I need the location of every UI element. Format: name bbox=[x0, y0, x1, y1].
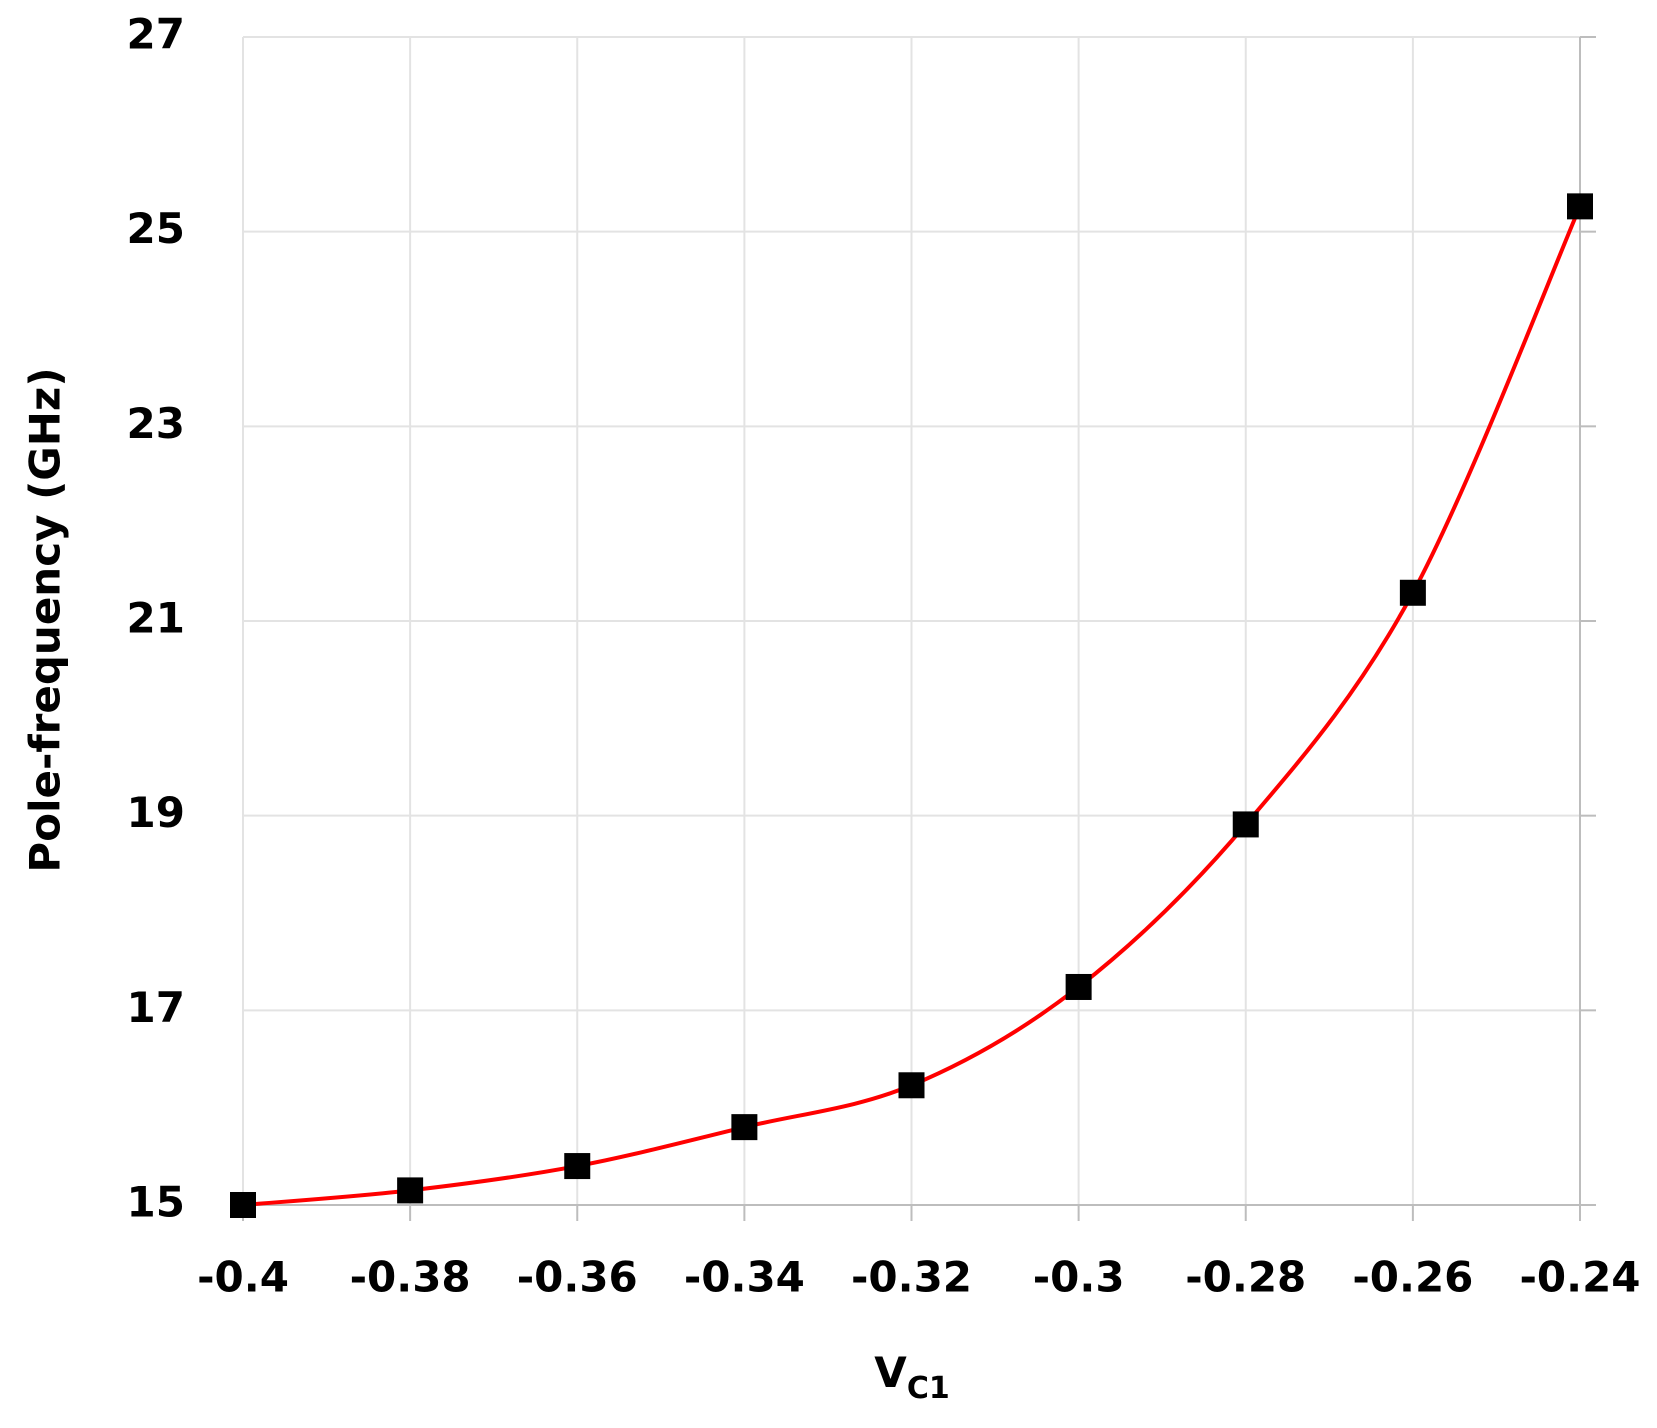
x-tick-label: -0.3 bbox=[1033, 1253, 1125, 1302]
x-tick-label: -0.36 bbox=[517, 1253, 638, 1302]
data-point bbox=[731, 1114, 758, 1141]
x-tick-label: -0.32 bbox=[851, 1253, 972, 1302]
data-point bbox=[1567, 193, 1593, 220]
y-tick-label: 27 bbox=[127, 10, 185, 59]
x-tick-label: -0.28 bbox=[1185, 1253, 1306, 1302]
y-tick-label: 19 bbox=[127, 788, 185, 837]
y-tick-label: 25 bbox=[127, 204, 185, 253]
y-tick-label: 23 bbox=[127, 399, 185, 448]
y-tick-label: 15 bbox=[127, 1178, 185, 1227]
x-axis-label-sub: C1 bbox=[907, 1371, 950, 1406]
y-tick-label: 17 bbox=[127, 983, 185, 1032]
x-axis-label-main: V bbox=[874, 1348, 907, 1397]
x-axis-label: VC1 bbox=[874, 1348, 949, 1406]
data-point bbox=[1065, 973, 1092, 1000]
y-axis-label: Pole-frequency (GHz) bbox=[21, 367, 70, 872]
x-tick-label: -0.26 bbox=[1352, 1253, 1473, 1302]
data-point bbox=[1232, 811, 1259, 838]
x-tick-label: -0.38 bbox=[350, 1253, 471, 1302]
data-point bbox=[564, 1153, 591, 1180]
data-point bbox=[898, 1072, 925, 1099]
x-tick-label: -0.34 bbox=[684, 1253, 805, 1302]
data-point bbox=[397, 1177, 424, 1204]
data-point bbox=[1399, 579, 1426, 606]
x-tick-label: -0.4 bbox=[197, 1253, 289, 1302]
x-tick-label: -0.24 bbox=[1519, 1253, 1640, 1302]
data-point bbox=[230, 1192, 256, 1218]
y-tick-label: 21 bbox=[127, 594, 185, 643]
